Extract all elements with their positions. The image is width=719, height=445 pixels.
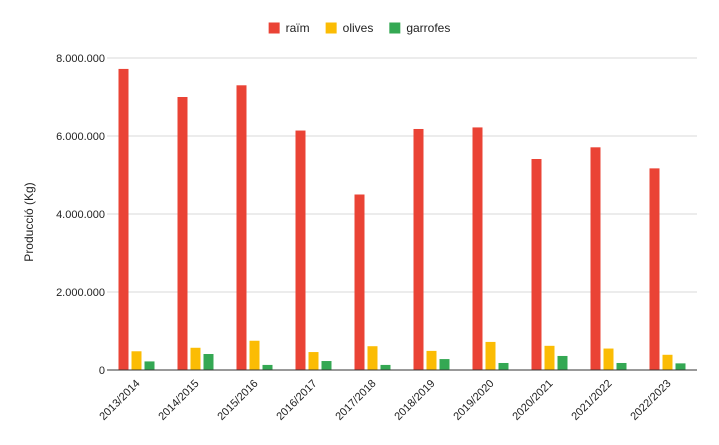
x-tick-label: 2015/2016 [215,378,260,423]
y-tick-label: 6.000.000 [56,131,105,143]
y-axis-title: Producció (Kg) [22,182,36,261]
bar-ram [413,128,424,370]
legend-item-garrofes[interactable]: garrofes [389,21,450,35]
bar-garrofes [557,355,568,370]
x-tick-label: 2017/2018 [333,378,378,423]
bar-ram [354,194,365,370]
bar-olives [426,350,437,370]
bar-ram [472,127,483,370]
bar-ram [295,130,306,370]
bar-ram [177,97,188,370]
bar-ram [531,159,542,370]
bar-garrofes [262,364,273,370]
legend-label: garrofes [406,21,450,35]
bar-olives [544,345,555,370]
bar-olives [249,340,260,370]
legend-item-ram[interactable]: raïm [268,21,310,35]
bar-ram [236,85,247,371]
y-tick-label: 4.000.000 [56,209,105,221]
bar-olives [190,347,201,370]
bar-garrofes [203,354,214,370]
y-tick-label: 8.000.000 [56,53,105,65]
bar-garrofes [321,361,332,370]
bar-ram [590,147,601,370]
legend-swatch [389,22,401,34]
legend-item-olives[interactable]: olives [325,21,374,35]
bar-garrofes [380,364,391,370]
legend-swatch [325,22,337,34]
x-tick-label: 2021/2022 [569,378,614,423]
x-tick-label: 2014/2015 [156,378,201,423]
x-tick-label: 2018/2019 [392,378,437,423]
legend-swatch [268,22,280,34]
y-tick-label: 2.000.000 [56,287,105,299]
bar-garrofes [616,362,627,370]
x-axis-ticks: 2013/2014 2014/2015 2015/2016 2016/2017 2017… [97,378,673,423]
bar-olives [308,352,319,370]
y-axis-ticks: 0 2.000.000 4.000.000 6.000.000 8.000.000 [56,53,105,377]
bar-olives [485,341,496,370]
bar-garrofes [144,361,155,370]
bar-olives [131,351,142,370]
legend[interactable]: raïm olives garrofes [268,21,451,35]
legend-label: olives [343,21,374,35]
x-tick-label: 2019/2020 [451,378,496,423]
x-tick-label: 2020/2021 [510,378,555,423]
bar-olives [367,346,378,370]
bar-ram [118,68,129,371]
legend-label: raïm [286,21,310,35]
x-tick-label: 2013/2014 [97,378,142,423]
bars-layer [118,68,686,371]
bar-olives [662,354,673,370]
bar-olives [603,348,614,370]
x-tick-label: 2016/2017 [274,378,319,423]
grid-layer [107,57,697,293]
bar-garrofes [675,363,686,370]
x-tick-label: 2022/2023 [628,378,673,423]
bar-garrofes [439,359,450,370]
bar-garrofes [498,362,509,370]
y-tick-label: 0 [99,365,105,377]
bar-ram [649,168,660,370]
